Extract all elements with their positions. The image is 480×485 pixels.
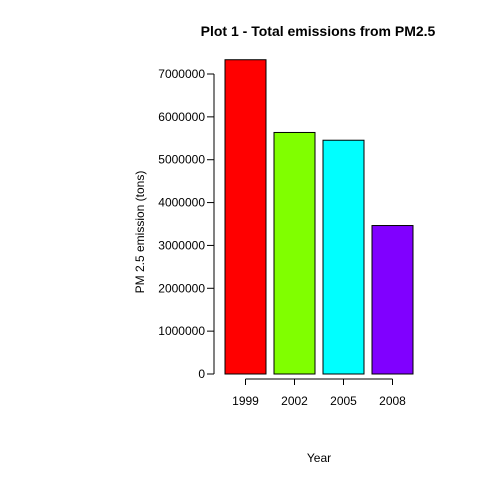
y-tick-label: 3000000	[158, 238, 205, 252]
chart-title: Plot 1 - Total emissions from PM2.5	[201, 23, 436, 39]
bar-2005	[322, 139, 365, 375]
x-axis: 1999 2002 2005 2008	[232, 378, 406, 408]
y-tick-label: 7000000	[158, 67, 205, 81]
y-tick-label: 5000000	[158, 153, 205, 167]
bar-2002	[273, 131, 316, 375]
x-tick-label: 2005	[330, 394, 357, 408]
x-tick-label: 1999	[232, 394, 259, 408]
y-axis-label: PM 2.5 emission (tons)	[133, 171, 147, 294]
x-tick-label: 2002	[281, 394, 308, 408]
y-tick-label: 0	[198, 367, 205, 381]
x-tick-label: 2008	[379, 394, 406, 408]
bar-group	[224, 59, 414, 375]
y-tick-label: 2000000	[158, 281, 205, 295]
bar-2008	[371, 225, 414, 375]
y-tick-label: 4000000	[158, 196, 205, 210]
x-axis-label: Year	[307, 451, 331, 465]
y-axis: 0 1000000 2000000 3000000 4000000 5000000 6000…	[158, 67, 215, 381]
bar-1999	[224, 59, 267, 375]
y-tick-label: 1000000	[158, 324, 205, 338]
y-tick-label: 6000000	[158, 110, 205, 124]
